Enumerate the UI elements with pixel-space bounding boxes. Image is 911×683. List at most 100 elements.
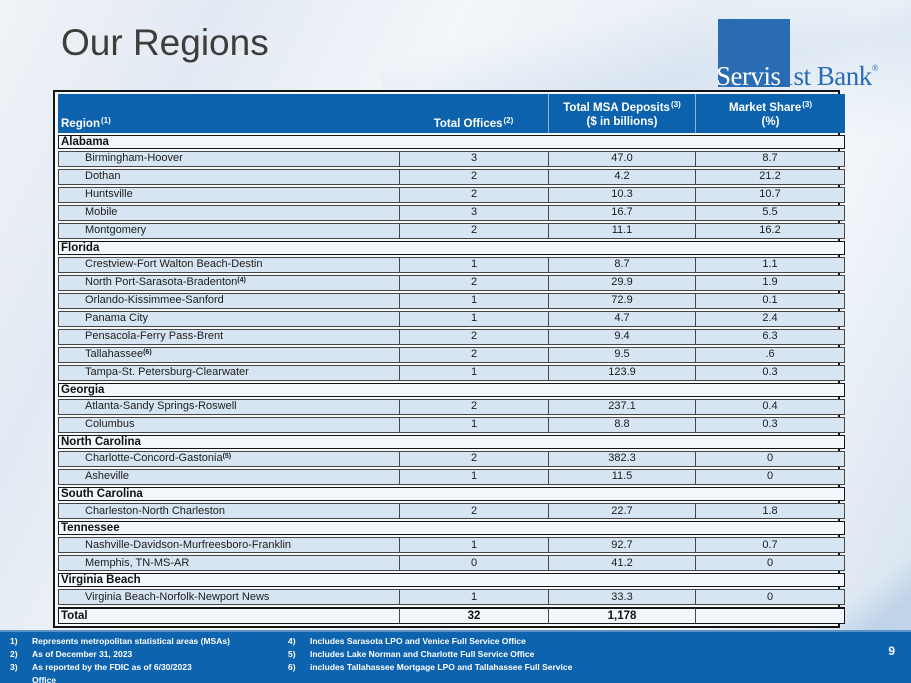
footnotes-left-column: 1) Represents metropolitan statistical a… (10, 635, 282, 683)
deposits-cell: 33.3 (548, 589, 695, 606)
offices-cell: 2 (399, 329, 548, 346)
deposits-cell: 72.9 (548, 293, 695, 310)
registered-trademark-icon: ® (871, 63, 879, 73)
share-cell: 0.4 (695, 399, 845, 416)
region-cell: Mobile (58, 205, 399, 222)
region-cell: North Port-Sarasota-Bradenton(4) (58, 275, 399, 292)
share-cell: 16.2 (695, 223, 845, 240)
region-name: North Port-Sarasota-Bradenton (85, 276, 238, 289)
section-label: Alabama (58, 135, 845, 150)
share-cell: 0 (695, 555, 845, 572)
region-name: Asheville (85, 470, 130, 483)
column-header-label: Market Share(3) (728, 100, 812, 114)
footnote-ref: (3) (670, 100, 681, 109)
region-cell: Memphis, TN-MS-AR (58, 555, 399, 572)
total-deposits: 1,178 (548, 607, 695, 625)
offices-cell: 1 (399, 469, 548, 486)
deposits-cell: 237.1 (548, 399, 695, 416)
footnote-ref: (5) (222, 453, 232, 461)
offices-cell: 3 (399, 205, 548, 222)
column-header-region: Region(1) (58, 94, 399, 133)
offices-cell: 1 (399, 589, 548, 606)
footnote-ref: (1) (100, 115, 111, 125)
region-cell: Huntsville (58, 187, 399, 204)
offices-cell: 1 (399, 293, 548, 310)
region-name: Crestview-Fort Walton Beach-Destin (85, 258, 263, 271)
table-row: Crestview-Fort Walton Beach-Destin 1 8.7 1.… (58, 257, 845, 274)
share-cell: 8.7 (695, 151, 845, 168)
section-label: South Carolina (58, 487, 845, 502)
deposits-cell: 11.1 (548, 223, 695, 240)
share-cell: 10.7 (695, 187, 845, 204)
offices-cell: 2 (399, 347, 548, 364)
share-cell: 0.3 (695, 365, 845, 382)
table-body: Alabama Birmingham-Hoover 3 47.0 8.7 Dothan 2 4… (58, 135, 845, 606)
total-row: Total 32 1,178 (58, 607, 845, 625)
region-cell: Montgomery (58, 223, 399, 240)
section-label: Georgia (58, 383, 845, 398)
region-name: Tampa-St. Petersburg-Clearwater (85, 366, 249, 379)
footnote-number: 5) (288, 649, 296, 659)
share-cell: .6 (695, 347, 845, 364)
table-row: Pensacola-Ferry Pass-Brent 2 9.4 6.3 (58, 329, 845, 346)
table-row: Atlanta-Sandy Springs-Roswell 2 237.1 0.4 (58, 399, 845, 416)
table-row: Montgomery 2 11.1 16.2 (58, 223, 845, 240)
footnote-number: 4) (288, 636, 296, 646)
section-label: North Carolina (58, 435, 845, 450)
region-cell: Tampa-St. Petersburg-Clearwater (58, 365, 399, 382)
table-row: Orlando-Kissimmee-Sanford 1 72.9 0.1 (58, 293, 845, 310)
footnote-ref: (4) (237, 277, 246, 285)
region-cell: Tallahassee(6) (58, 347, 399, 364)
page-title: Our Regions (61, 22, 269, 63)
offices-cell: 2 (399, 187, 548, 204)
section-row: Georgia (58, 383, 845, 398)
column-header-label: Total MSA Deposits(3) (563, 100, 681, 114)
region-name: Memphis, TN-MS-AR (85, 556, 190, 569)
offices-cell: 2 (399, 275, 548, 292)
region-cell: Birmingham-Hoover (58, 151, 399, 168)
share-cell: 0 (695, 469, 845, 486)
section-row: Tennessee (58, 521, 845, 536)
region-name: Dothan (85, 170, 121, 183)
column-header-label: Region (61, 117, 100, 130)
offices-cell: 2 (399, 223, 548, 240)
section-row: Florida (58, 241, 845, 256)
region-cell: Nashville-Davidson-Murfreesboro-Franklin (58, 537, 399, 554)
share-cell: 1.9 (695, 275, 845, 292)
region-name: Columbus (85, 418, 135, 431)
deposits-cell: 92.7 (548, 537, 695, 554)
table-row: Charlotte-Concord-Gastonia(5) 2 382.3 0 (58, 451, 845, 468)
region-cell: Columbus (58, 417, 399, 434)
logo-text-1st-bank: 1st Bank (780, 61, 873, 91)
region-name: Atlanta-Sandy Springs-Roswell (85, 400, 237, 413)
footnote-ref: (2) (503, 115, 514, 125)
footnote-item: 5) Includes Lake Norman and Charlotte Fu… (288, 648, 628, 661)
table-row: Panama City 1 4.7 2.4 (58, 311, 845, 328)
footnotes-right-column: 4) Includes Sarasota LPO and Venice Full… (288, 635, 628, 674)
offices-cell: 1 (399, 417, 548, 434)
share-cell: 1.1 (695, 257, 845, 274)
deposits-cell: 382.3 (548, 451, 695, 468)
footnote-number: 2) (10, 649, 18, 659)
share-cell: 0.1 (695, 293, 845, 310)
footer-band: 1) Represents metropolitan statistical a… (0, 630, 911, 683)
section-row: North Carolina (58, 435, 845, 450)
table-row: Asheville 1 11.5 0 (58, 469, 845, 486)
footnote-number: 3) (10, 662, 18, 672)
column-header-sublabel: ($ in billions) (586, 116, 658, 128)
region-name: Panama City (85, 312, 148, 325)
offices-cell: 1 (399, 257, 548, 274)
footnote-item: 4) Includes Sarasota LPO and Venice Full… (288, 635, 628, 648)
footnote-text: Represents metropolitan statistical area… (32, 636, 230, 646)
footnote-number: 1) (10, 636, 18, 646)
footnote-text: Includes Lake Norman and Charlotte Full … (310, 649, 535, 659)
region-name: Charlotte-Concord-Gastonia (85, 452, 223, 465)
region-name: Huntsville (85, 188, 133, 201)
share-cell: 0 (695, 451, 845, 468)
column-header-label: Total Offices (433, 117, 503, 130)
footnote-item: 1) Represents metropolitan statistical a… (10, 635, 282, 648)
offices-cell: 2 (399, 503, 548, 520)
region-cell: Pensacola-Ferry Pass-Brent (58, 329, 399, 346)
share-cell: 21.2 (695, 169, 845, 186)
